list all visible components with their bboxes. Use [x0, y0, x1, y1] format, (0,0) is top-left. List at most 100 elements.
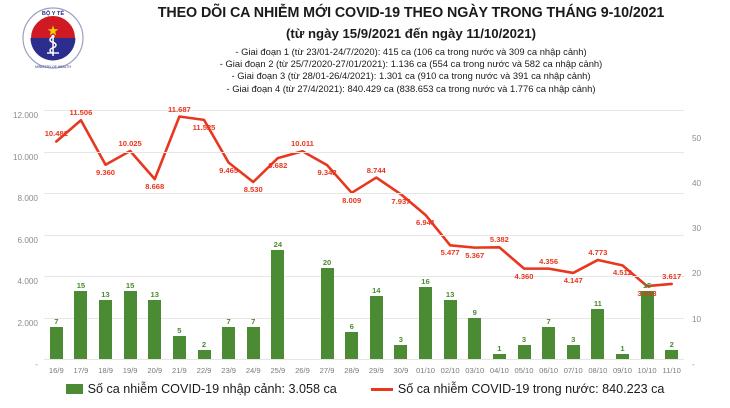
bar-09-10 — [615, 354, 629, 359]
line-value-label: 5.477 — [440, 248, 460, 258]
x-tick-21-9: 21/9 — [171, 366, 187, 375]
x-tick-03-10: 03/10 — [465, 366, 485, 375]
bar-22-9 — [197, 349, 211, 359]
line-value-label: 11.687 — [167, 104, 191, 114]
bar-value-label: 16 — [421, 276, 430, 286]
bar-value-label: 3 — [521, 335, 527, 345]
bar-value-label: 9 — [472, 308, 477, 318]
x-tick-09-10: 09/10 — [612, 366, 632, 375]
bar-06-10 — [542, 327, 556, 359]
chart-legend: Số ca nhiễm COVID-19 nhập cảnh: 3.058 ca… — [0, 382, 730, 396]
line-value-label: 9.342 — [317, 168, 337, 178]
line-value-label: 9.360 — [96, 167, 116, 177]
right-axis-tick: 50 — [692, 133, 702, 143]
bar-16-9 — [49, 327, 63, 359]
bar-value-label: 2 — [201, 339, 207, 349]
x-tick-29-9: 29/9 — [368, 366, 384, 375]
x-tick-11-10: 11/10 — [662, 366, 681, 375]
legend-label-domestic: Số ca nhiễm COVID-19 trong nước: 840.223… — [397, 382, 665, 396]
logo-text-top: BỘ Y TẾ — [42, 9, 64, 17]
bar-30-9 — [394, 345, 408, 359]
bar-03-10 — [468, 318, 482, 359]
bar-20-9 — [148, 300, 162, 359]
bar-value-label: 13 — [150, 290, 159, 300]
x-tick-07-10: 07/10 — [563, 366, 583, 375]
line-value-label: 5.382 — [489, 235, 509, 245]
bar-value-label: 3 — [571, 335, 576, 345]
page-title: THEO DÕI CA NHIỄM MỚI COVID-19 THEO NGÀY… — [157, 5, 665, 21]
right-axis-tick: - — [692, 360, 695, 369]
bar-value-label: 15 — [76, 281, 86, 291]
bar-value-label: 2 — [669, 339, 674, 349]
x-tick-01-10: 01/10 — [416, 366, 436, 375]
left-axis-tick: 12.000 — [12, 111, 38, 120]
line-value-label: 4.512 — [612, 268, 632, 278]
gridline — [44, 317, 684, 319]
x-tick-28-9: 28/9 — [344, 366, 360, 375]
right-axis-tick: 10 — [692, 314, 702, 324]
bar-23-9 — [222, 327, 236, 359]
x-axis-labels: 16/9 17/9 18/9 19/9 20/9 21/9 22/9 23/9 24/9 25/9… — [44, 366, 684, 380]
title-block: THEO DÕI CA NHIỄM MỚI COVID-19 THEO NGÀY… — [96, 4, 726, 95]
chart-header: BỘ Y TẾ MINISTRY OF HEALTH THEO DÕI CA N… — [0, 0, 730, 104]
bar-19-9 — [123, 291, 137, 359]
x-tick-05-10: 05/10 — [514, 366, 534, 375]
left-axis-tick: 6.000 — [17, 235, 39, 245]
ministry-of-health-logo: BỘ Y TẾ MINISTRY OF HEALTH — [20, 6, 86, 74]
x-tick-17-9: 17/9 — [73, 366, 89, 375]
bar-value-label: 7 — [54, 317, 59, 327]
line-value-label: 6.941 — [416, 217, 436, 227]
bar-value-label: 13 — [101, 290, 110, 300]
bar-value-label: 6 — [349, 321, 354, 331]
bar-11-10 — [665, 349, 679, 359]
gridline — [44, 234, 684, 236]
left-axis-tick: 8.000 — [17, 194, 39, 203]
left-axis-tick: - — [35, 360, 38, 369]
bar-value-label: 15 — [642, 281, 652, 291]
bar-18-9 — [99, 300, 113, 359]
gridline — [44, 151, 684, 153]
bar-04-10 — [492, 354, 506, 359]
plot-region: 7 15 13 15 13 5 2 7 7 24 20 6 14 3 16 13 9 1 3 7 3 11 1 15 2 10.4… — [44, 105, 684, 360]
logo-icon: BỘ Y TẾ MINISTRY OF HEALTH — [22, 7, 84, 69]
gridline — [44, 110, 684, 111]
line-value-label: 8.668 — [145, 182, 165, 192]
left-axis-tick: 4.000 — [17, 277, 39, 286]
bar-value-label: 1 — [620, 344, 625, 354]
bar-value-label: 15 — [125, 281, 135, 291]
gridline — [44, 193, 684, 194]
line-value-label: 10.025 — [118, 138, 142, 148]
bar-07-10 — [566, 345, 580, 359]
phase-line-4: - Giai đoạn 4 (từ 27/4/2021): 840.429 ca… — [226, 82, 596, 94]
line-value-label: 10.011 — [291, 139, 314, 149]
phase-line-2: - Giai đoạn 2 (từ 25/7/2020-27/01/2021):… — [219, 58, 603, 70]
line-value-label: 9.465 — [219, 165, 239, 175]
bar-value-label: 7 — [251, 317, 256, 327]
bar-01-10 — [419, 286, 433, 359]
line-value-label: 8.009 — [342, 195, 362, 205]
right-axis-tick: 20 — [692, 269, 702, 279]
line-value-label: 7.937 — [391, 197, 411, 207]
gridline — [44, 276, 684, 277]
line-value-label: 3.513 — [637, 289, 657, 299]
bar-08-10 — [591, 309, 605, 359]
x-tick-04-10: 04/10 — [489, 366, 509, 375]
bar-25-9 — [271, 250, 285, 359]
line-value-label: 4.773 — [588, 247, 608, 257]
x-tick-25-9: 25/9 — [270, 366, 286, 375]
bar-swatch-icon — [65, 384, 83, 394]
line-value-label: 11.506 — [69, 108, 93, 118]
logo-text-bottom: MINISTRY OF HEALTH — [35, 65, 71, 69]
line-value-label: 3.617 — [662, 271, 682, 281]
x-tick-16-9: 16/9 — [48, 366, 64, 375]
bar-27-9 — [320, 268, 334, 359]
bar-21-9 — [172, 336, 186, 359]
x-tick-22-9: 22/9 — [196, 366, 212, 375]
bar-24-9 — [246, 327, 260, 359]
x-tick-30-9: 30/9 — [393, 366, 409, 375]
bar-value-label: 20 — [322, 258, 332, 268]
bar-value-label: 13 — [445, 290, 455, 300]
bar-value-label: 3 — [398, 335, 404, 345]
x-tick-26-9: 26/9 — [295, 366, 310, 375]
bar-value-label: 1 — [497, 344, 502, 354]
